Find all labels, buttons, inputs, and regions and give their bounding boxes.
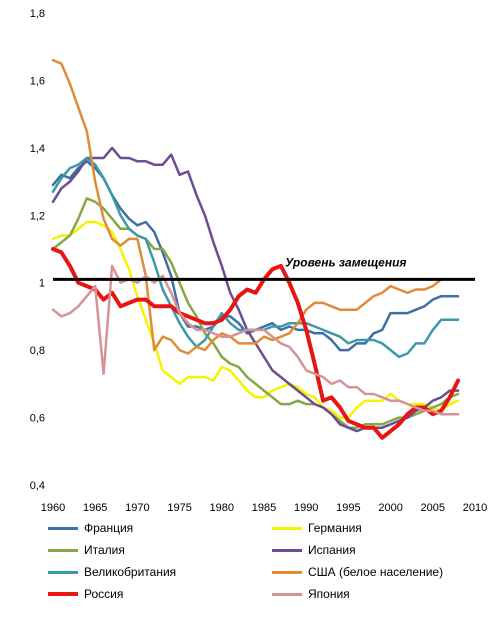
y-tick-label: 0,6 <box>30 413 45 425</box>
legend-label: Великобритания <box>84 565 177 579</box>
x-tick-label: 1985 <box>252 502 276 514</box>
x-tick-label: 1970 <box>125 502 149 514</box>
legend-item: Великобритания <box>48 562 176 582</box>
legend-swatch <box>272 526 302 530</box>
legend-swatch <box>272 548 302 552</box>
legend-swatch <box>48 548 78 552</box>
series-layer <box>51 58 461 440</box>
legend-label: Россия <box>84 587 124 601</box>
series-line <box>51 58 460 355</box>
x-tick-label: 1965 <box>83 502 107 514</box>
x-tick-label: 1960 <box>41 502 65 514</box>
legend-swatch <box>48 526 78 530</box>
x-tick-label: 1990 <box>294 502 318 514</box>
x-tick-label: 2010 <box>463 502 487 514</box>
legend-label: Франция <box>84 521 134 535</box>
legend-swatch <box>48 570 78 574</box>
series-line <box>51 264 460 416</box>
series-line <box>51 220 460 419</box>
x-tick-label: 1975 <box>167 502 191 514</box>
x-axis: 1960 1965 1970 1975 1980 1985 1990 1995 2000 2005… <box>41 502 487 514</box>
y-tick-label: 1,2 <box>30 210 45 222</box>
legend-item: Япония <box>272 584 350 604</box>
legend-item: Германия <box>272 518 362 538</box>
legend-item: Франция <box>48 518 133 538</box>
y-tick-label: 1,4 <box>30 143 45 155</box>
y-tick-label: 0,4 <box>30 480 45 492</box>
legend: Франция Германия Италия Испания Великобритан… <box>0 518 504 618</box>
legend-item: Россия <box>48 584 123 604</box>
y-tick-label: 1 <box>39 278 45 290</box>
series-line <box>51 197 460 429</box>
y-tick-label: 0,8 <box>30 345 45 357</box>
x-tick-label: 1995 <box>336 502 360 514</box>
legend-label: США (белое население) <box>308 565 444 579</box>
annotation-layer: Уровень замещения <box>53 255 475 281</box>
series-line <box>51 247 461 440</box>
y-axis: 0,4 0,6 0,8 1 1,2 1,4 1,6 1,8 <box>30 8 45 492</box>
legend-item: Испания <box>272 540 356 560</box>
legend-swatch <box>272 592 302 596</box>
legend-label: Германия <box>308 521 362 535</box>
legend-item: Италия <box>48 540 125 560</box>
legend-label: Испания <box>308 543 356 557</box>
line-chart: 0,40,60,811,21,41,61,8 1960 1965 1970 1975 1… <box>30 8 488 514</box>
x-tick-label: 2005 <box>421 502 445 514</box>
y-tick-label: 1,8 <box>30 8 45 20</box>
legend-label: Италия <box>84 543 125 557</box>
replacement-level-label: Уровень замещения <box>285 255 406 269</box>
y-tick-label: 1,6 <box>30 75 45 87</box>
legend-label: Япония <box>308 587 350 601</box>
legend-swatch <box>48 592 78 596</box>
legend-swatch <box>272 570 302 574</box>
legend-item: США (белое население) <box>272 562 443 582</box>
x-tick-label: 2000 <box>378 502 402 514</box>
x-tick-label: 1980 <box>210 502 234 514</box>
